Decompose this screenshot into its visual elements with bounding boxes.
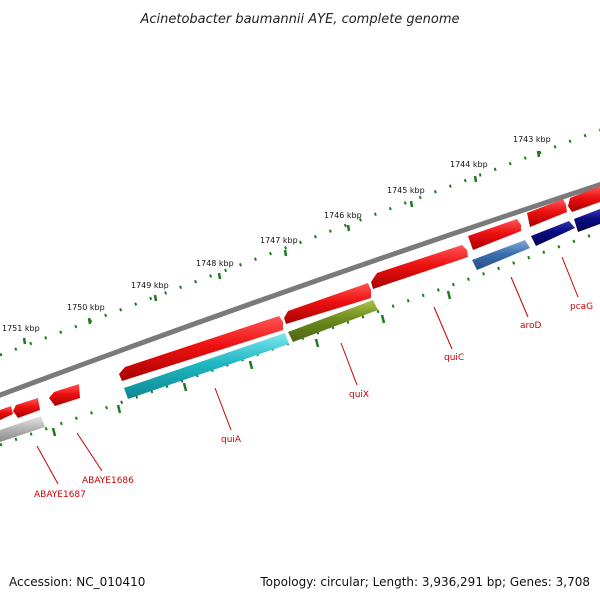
cds-fwd-8[interactable]	[13, 398, 40, 418]
kbp-tick-1749	[153, 294, 158, 302]
kbp-label-1746: 1746 kbp	[324, 211, 362, 220]
cds-fwd-5[interactable]	[284, 283, 371, 324]
leader-ABAYE1687	[36, 445, 59, 485]
quiA-gene[interactable]	[124, 333, 289, 399]
kbp-tick-1750	[87, 317, 92, 325]
kbp-tick-1745	[409, 200, 414, 208]
kbp-label-1747: 1747 kbp	[260, 236, 298, 245]
leader-pcaG	[561, 256, 579, 298]
leader-quiA	[214, 387, 232, 431]
pcaG-gene-extension[interactable]	[574, 209, 600, 232]
kbp-label-1750: 1750 kbp	[67, 303, 105, 312]
label-leaders	[36, 256, 579, 485]
kbp-tick-1743	[536, 150, 541, 158]
kbp-tick-1748	[217, 272, 222, 280]
kbp-label-1749: 1749 kbp	[131, 281, 169, 290]
aroD-gene[interactable]	[472, 240, 530, 270]
quiX-gene[interactable]	[288, 300, 378, 342]
kbp-major-ticks	[22, 150, 541, 345]
kbp-tick-1747	[283, 249, 288, 257]
kbp-label-1743: 1743 kbp	[513, 135, 551, 144]
label-ABAYE1687: ABAYE1687	[34, 490, 86, 500]
quiC-gene[interactable]	[371, 245, 468, 289]
cds-fwd-7[interactable]	[49, 384, 80, 406]
kbp-tick-track	[0, 128, 600, 357]
cds-fwd-3[interactable]	[468, 219, 521, 250]
genome-backbone	[0, 182, 600, 398]
map-title: Acinetobacter baumannii AYE, complete ge…	[139, 12, 459, 27]
cds-fwd-1[interactable]	[527, 199, 567, 227]
quiA-upper-cds[interactable]	[119, 316, 283, 381]
kbp-label-1744: 1744 kbp	[450, 160, 488, 169]
pcaG-gene[interactable]	[531, 221, 575, 246]
label-quiC: quiC	[444, 353, 464, 363]
kbp-label-1745: 1745 kbp	[387, 186, 425, 195]
inner-major-ticks	[51, 290, 452, 437]
kbp-tick-1751	[22, 337, 27, 345]
reverse-cds-track	[0, 209, 600, 442]
label-aroD: aroD	[520, 321, 542, 331]
ABAYE1687-gene[interactable]	[0, 416, 45, 442]
leader-aroD	[510, 276, 529, 318]
label-pcaG: pcaG	[570, 302, 593, 312]
leader-quiX	[340, 342, 358, 386]
kbp-label-1748: 1748 kbp	[196, 259, 234, 268]
forward-cds-track	[0, 186, 600, 420]
cds-fwd-9[interactable]	[0, 406, 13, 420]
label-ABAYE1686: ABAYE1686	[82, 476, 134, 486]
kbp-label-1751: 1751 kbp	[2, 324, 40, 333]
leader-quiC	[433, 306, 453, 350]
kbp-tick-1744	[473, 175, 478, 183]
cds-fwd-2[interactable]	[568, 186, 600, 212]
footer-summary: Topology: circular; Length: 3,936,291 bp…	[259, 575, 590, 589]
label-quiX: quiX	[349, 390, 369, 400]
label-quiA: quiA	[221, 435, 242, 445]
kbp-tick-1746	[346, 224, 351, 232]
footer-accession: Accession: NC_010410	[9, 575, 145, 589]
leader-ABAYE1686	[76, 432, 103, 472]
